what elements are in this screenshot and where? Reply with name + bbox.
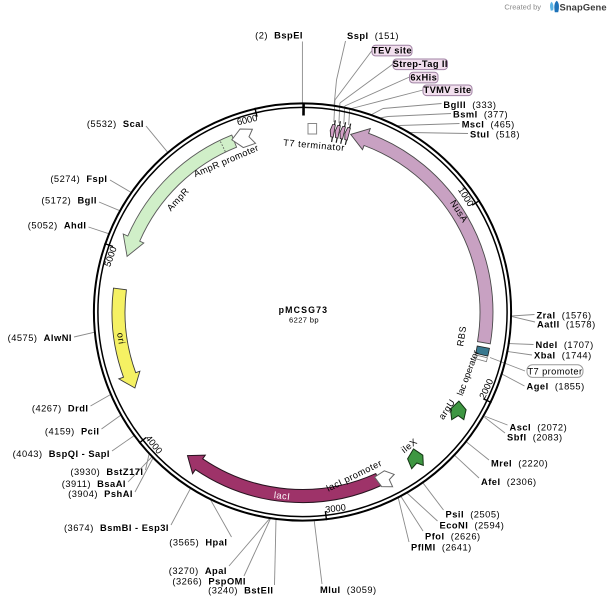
svg-text:Created by: Created by — [504, 2, 541, 11]
svg-text:PfoI (2626): PfoI (2626) — [425, 531, 481, 541]
svg-text:(4043) BspQI - SapI: (4043) BspQI - SapI — [13, 449, 110, 459]
svg-text:AatII (1578): AatII (1578) — [537, 319, 596, 329]
svg-text:StuI (518): StuI (518) — [470, 129, 520, 139]
svg-text:BsmI (377): BsmI (377) — [453, 109, 508, 119]
svg-text:(4575) AlwNI: (4575) AlwNI — [8, 333, 72, 343]
svg-text:(3565) HpaI: (3565) HpaI — [169, 537, 227, 547]
svg-text:6xHis: 6xHis — [410, 72, 437, 82]
svg-text:(5052) AhdI: (5052) AhdI — [28, 220, 87, 230]
svg-text:SspI (151): SspI (151) — [347, 31, 399, 41]
svg-text:ori: ori — [115, 332, 127, 345]
svg-text:PflMI (2641): PflMI (2641) — [411, 542, 472, 552]
svg-text:Strep-Tag II: Strep-Tag II — [393, 59, 448, 69]
svg-text:pMCSG73: pMCSG73 — [279, 305, 329, 315]
svg-text:(5532) ScaI: (5532) ScaI — [87, 119, 144, 129]
svg-text:SnapGene: SnapGene — [560, 2, 607, 13]
svg-text:(3266) PspOMI: (3266) PspOMI — [172, 576, 246, 586]
svg-text:(3930) BstZ17I: (3930) BstZ17I — [70, 467, 143, 477]
svg-text:(3674) BsmBI - Esp3I: (3674) BsmBI - Esp3I — [64, 523, 169, 533]
svg-text:AgeI (1855): AgeI (1855) — [527, 381, 585, 391]
svg-text:(3911) BsaAI: (3911) BsaAI — [62, 479, 126, 489]
svg-text:MluI (3059): MluI (3059) — [320, 585, 377, 595]
svg-text:lacI: lacI — [273, 490, 290, 502]
svg-text:PsiI (2505): PsiI (2505) — [446, 509, 501, 519]
svg-text:BglII (333): BglII (333) — [443, 100, 496, 110]
svg-text:AscI (2072): AscI (2072) — [510, 422, 568, 432]
svg-text:(3240) BstEII: (3240) BstEII — [208, 585, 273, 595]
svg-text:(5172) BglI: (5172) BglI — [41, 195, 97, 205]
svg-text:XbaI (1744): XbaI (1744) — [534, 350, 592, 360]
svg-text:NdeI (1707): NdeI (1707) — [536, 340, 594, 350]
svg-text:(5274) FspI: (5274) FspI — [50, 174, 107, 184]
svg-text:(2) BspEI: (2) BspEI — [255, 30, 303, 40]
svg-text:ZraI (1576): ZraI (1576) — [537, 310, 592, 320]
svg-text:(4267) DrdI: (4267) DrdI — [32, 403, 89, 413]
svg-text:EcoNI (2594): EcoNI (2594) — [440, 520, 505, 530]
svg-text:SbfI (2083): SbfI (2083) — [507, 432, 563, 442]
svg-text:TEV site: TEV site — [372, 45, 412, 55]
svg-text:(3270) ApaI: (3270) ApaI — [169, 566, 227, 576]
svg-text:AfeI (2306): AfeI (2306) — [481, 477, 537, 487]
svg-text:(4159) PciI: (4159) PciI — [45, 426, 100, 436]
svg-text:6227 bp: 6227 bp — [289, 316, 319, 325]
svg-text:T7 promoter: T7 promoter — [527, 367, 582, 377]
svg-text:(3904) PshAI: (3904) PshAI — [68, 489, 133, 499]
svg-text:MreI (2220): MreI (2220) — [491, 458, 548, 468]
svg-text:MscI (465): MscI (465) — [462, 119, 515, 129]
svg-text:TVMV site: TVMV site — [423, 85, 471, 95]
